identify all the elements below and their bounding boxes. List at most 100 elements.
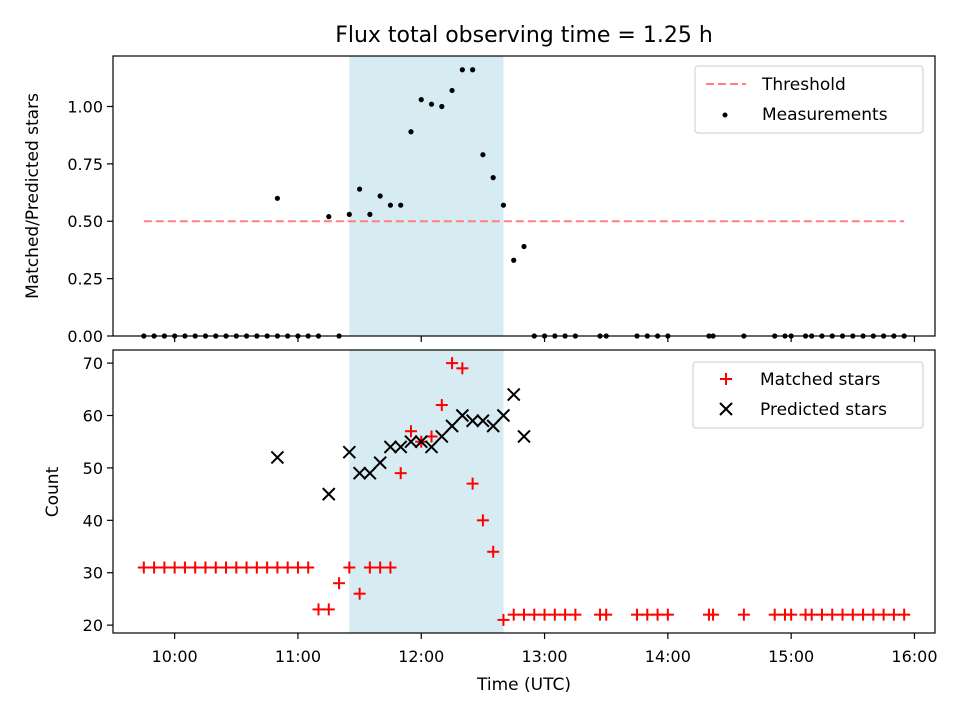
matched-star-point: [271, 561, 284, 574]
predicted-star-point: [517, 429, 531, 444]
predicted-star-point: [373, 455, 387, 470]
matched-star-point: [353, 587, 366, 600]
predicted-star-point: [424, 440, 439, 454]
matched-star-point: [877, 608, 890, 621]
predicted-star-point: [465, 414, 480, 428]
predicted-star-point: [363, 466, 377, 480]
measurement-point: [387, 202, 394, 208]
y-tick-label: 0.75: [67, 155, 103, 174]
x-tick-label: 11:00: [275, 647, 321, 666]
matched-star-point: [446, 357, 459, 370]
y-tick-label: 0.25: [67, 270, 103, 289]
measurement-point: [418, 97, 424, 103]
matched-star-point: [815, 608, 828, 621]
x-tick-label: 15:00: [768, 647, 814, 666]
predicted-star-point: [414, 435, 428, 449]
chart-title: Flux total observing time = 1.25 h: [335, 23, 713, 48]
matched-star-point: [768, 608, 781, 621]
matched-star-point: [394, 467, 407, 480]
ratio-shaded-span: [349, 56, 504, 336]
matched-star-point: [476, 514, 489, 527]
measurement-point: [500, 202, 507, 208]
matched-star-point: [707, 608, 720, 621]
y-tick-label: 0.00: [67, 327, 103, 346]
matched-star-point: [737, 608, 750, 621]
predicted-star-point: [404, 435, 418, 449]
predicted-star-point: [455, 408, 470, 423]
matched-star-point: [466, 477, 479, 490]
predicted-star-point: [383, 440, 398, 454]
matched-star-point: [661, 608, 674, 621]
matched-star-point: [631, 608, 644, 621]
y-tick-label: 20: [83, 616, 103, 635]
x-tick-label: 12:00: [398, 647, 444, 666]
predicted-legend-swatch: [719, 402, 733, 416]
matched-star-point: [220, 561, 233, 574]
matched-star-point: [250, 561, 263, 574]
measurement-point: [521, 243, 527, 250]
measurement-point: [511, 257, 517, 263]
matched-star-point: [785, 608, 798, 621]
matched-star-point: [846, 608, 859, 621]
y-tick-label: 50: [83, 459, 103, 478]
matched-star-point: [857, 608, 870, 621]
matched-star-point: [898, 608, 911, 621]
y-tick-label: 30: [83, 564, 103, 583]
matched-star-point: [333, 577, 346, 590]
predicted-star-point: [445, 419, 459, 433]
measurement-point: [326, 214, 332, 220]
predicted-star-point: [496, 408, 511, 423]
predicted-star-point: [435, 429, 449, 444]
y-tick-label: 60: [83, 407, 103, 426]
matched-star-point: [261, 561, 274, 574]
matched-star-point: [168, 561, 181, 574]
matched-star-point: [148, 561, 161, 574]
predicted-star-point: [393, 440, 408, 454]
matched-star-point: [559, 608, 572, 621]
x-tick-label: 16:00: [891, 647, 937, 666]
matched-star-point: [518, 608, 530, 621]
matched-star-point: [548, 608, 561, 621]
matched-star-point: [887, 608, 900, 621]
y-tick-label: 0.50: [67, 212, 103, 231]
matched-star-point: [240, 561, 253, 574]
x-axis-label: Time (UTC): [476, 675, 571, 695]
count-axes-frame: [112, 349, 936, 634]
matched-star-point: [363, 561, 376, 574]
measurement-point: [346, 211, 352, 217]
y-tick-label: 70: [83, 354, 103, 373]
predicted-star-point: [507, 387, 521, 402]
matched-star-point: [302, 561, 315, 574]
matched-legend-label: Matched stars: [760, 370, 880, 390]
matched-star-point: [343, 561, 356, 574]
measurement-point: [377, 193, 383, 199]
threshold-legend-label: Threshold: [761, 75, 846, 95]
ratio-axes-frame: [112, 55, 936, 337]
matched-star-point: [199, 561, 212, 574]
matched-star-point: [322, 603, 335, 616]
predicted-star-point: [486, 419, 500, 433]
matched-star-point: [312, 603, 325, 616]
measurement-point: [408, 129, 414, 135]
measurement-point: [428, 101, 435, 107]
x-tick-label: 10:00: [152, 647, 198, 666]
matched-star-point: [230, 561, 243, 574]
measurement-point: [274, 195, 280, 201]
y-tick-label: 1.00: [67, 97, 103, 116]
matched-star-point: [137, 561, 150, 574]
matched-star-point: [507, 608, 520, 621]
matched-star-point: [497, 613, 510, 626]
matched-star-point: [651, 608, 664, 621]
measurement-point: [470, 67, 476, 73]
measurements-legend-swatch: [722, 112, 728, 118]
matched-star-point: [487, 545, 500, 558]
matched-star-point: [404, 425, 417, 438]
ratio-legend: Threshold Measurements: [694, 65, 924, 134]
matched-star-point: [538, 608, 551, 621]
predicted-legend-label: Predicted stars: [760, 400, 887, 420]
matched-star-point: [435, 399, 448, 412]
matched-legend-swatch: [720, 373, 732, 385]
matched-star-point: [836, 608, 849, 621]
ratio-panel: 0.00 0.25 0.50 0.75 1.00 Matched/Predicted s…: [23, 55, 936, 346]
